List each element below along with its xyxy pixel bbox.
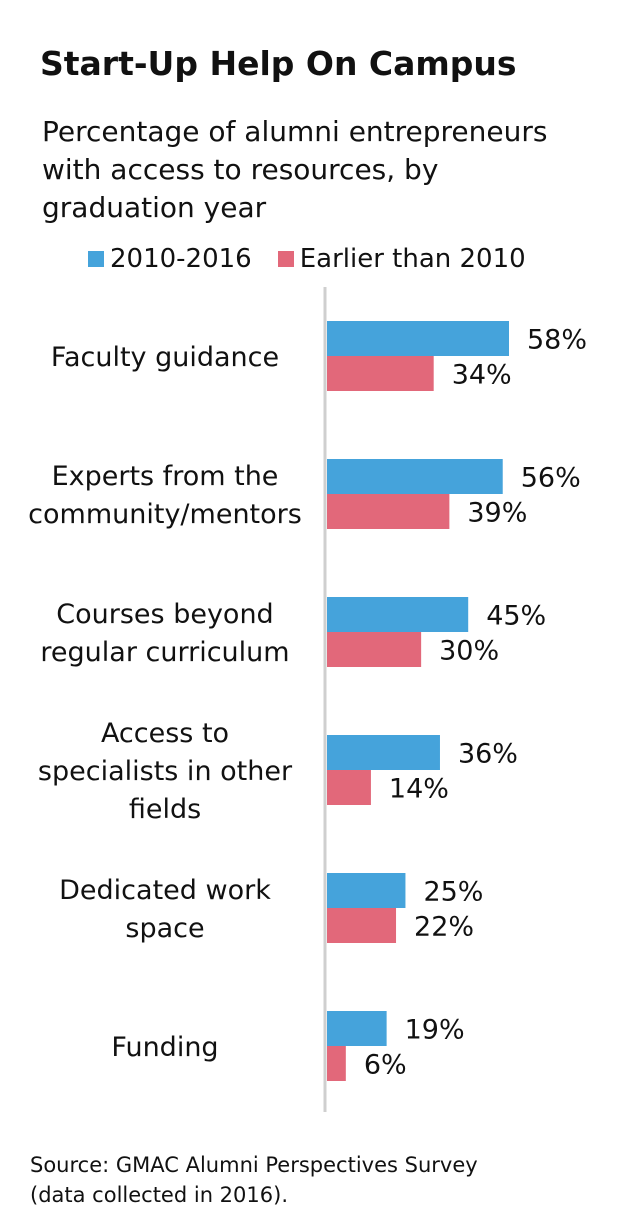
source-note: Source: GMAC Alumni Perspectives Survey …	[30, 1153, 478, 1207]
legend-swatch-earlier-than-2010	[277, 251, 294, 267]
bar-2010-2016-courses-beyond-regular-curriculum	[327, 597, 469, 632]
category-label-experts-from-the-community-mentors: Experts from the community/mentors	[28, 461, 302, 530]
value-label-earlier-than-2010-faculty-guidance: 34%	[452, 360, 512, 391]
bar-earlier-than-2010-faculty-guidance	[327, 356, 434, 391]
legend-label-2010-2016: 2010-2016	[110, 244, 252, 274]
legend-item-earlier-than-2010: Earlier than 2010	[277, 244, 526, 274]
value-label-2010-2016-dedicated-work-space: 25%	[423, 877, 483, 908]
bar-2010-2016-faculty-guidance	[327, 321, 509, 356]
bar-earlier-than-2010-experts-from-the-community-mentors	[327, 494, 450, 529]
bar-2010-2016-funding	[327, 1011, 387, 1046]
bar-2010-2016-experts-from-the-community-mentors	[327, 459, 503, 494]
category-label-dedicated-work-space: Dedicated work space	[59, 875, 271, 944]
value-label-earlier-than-2010-dedicated-work-space: 22%	[414, 912, 474, 943]
bar-earlier-than-2010-access-to-specialists-in-other-fields	[327, 770, 371, 805]
bar-earlier-than-2010-dedicated-work-space	[327, 908, 397, 943]
legend-swatch-2010-2016	[88, 251, 104, 267]
value-label-2010-2016-experts-from-the-community-mentors: 56%	[521, 463, 581, 494]
legend-item-2010-2016: 2010-2016	[88, 244, 252, 274]
category-label-access-to-specialists-in-other-fields: Access to specialists in other fields	[38, 718, 293, 825]
chart-title: Start-Up Help On Campus	[40, 44, 517, 83]
value-label-2010-2016-faculty-guidance: 58%	[527, 325, 587, 356]
legend: 2010-2016 Earlier than 2010	[88, 244, 552, 274]
value-label-earlier-than-2010-experts-from-the-community-mentors: 39%	[467, 498, 527, 529]
value-label-2010-2016-funding: 19%	[405, 1015, 465, 1046]
value-label-earlier-than-2010-funding: 6%	[364, 1050, 407, 1081]
bar-2010-2016-dedicated-work-space	[327, 873, 406, 908]
bar-2010-2016-access-to-specialists-in-other-fields	[327, 735, 440, 770]
value-label-2010-2016-courses-beyond-regular-curriculum: 45%	[486, 601, 546, 632]
legend-label-earlier-than-2010: Earlier than 2010	[299, 244, 526, 274]
category-label-courses-beyond-regular-curriculum: Courses beyond regular curriculum	[40, 599, 289, 668]
category-label-faculty-guidance: Faculty guidance	[51, 342, 279, 373]
bar-earlier-than-2010-funding	[327, 1046, 346, 1081]
value-label-earlier-than-2010-access-to-specialists-in-other-fields: 14%	[389, 774, 449, 805]
category-label-funding: Funding	[111, 1032, 218, 1063]
bar-earlier-than-2010-courses-beyond-regular-curriculum	[327, 632, 422, 667]
chart-subtitle: Percentage of alumni entrepreneurs with …	[42, 115, 548, 224]
value-label-2010-2016-access-to-specialists-in-other-fields: 36%	[458, 739, 518, 770]
value-label-earlier-than-2010-courses-beyond-regular-curriculum: 30%	[439, 636, 499, 667]
